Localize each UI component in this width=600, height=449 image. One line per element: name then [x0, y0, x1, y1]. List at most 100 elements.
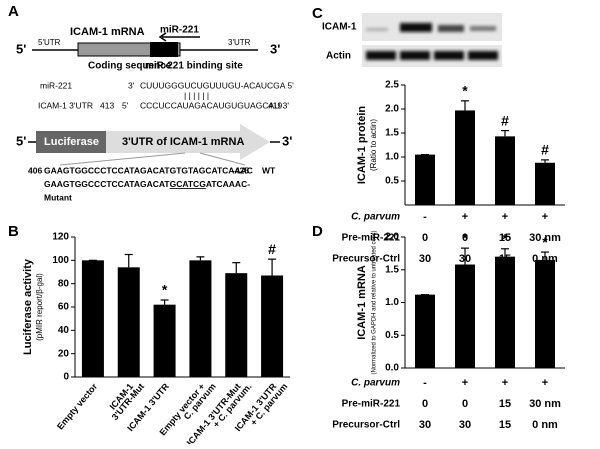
row-value: 15	[499, 398, 511, 410]
significance-marker: *	[162, 282, 168, 298]
seq-pos: -425	[232, 165, 249, 175]
row-value: -	[423, 377, 427, 389]
bar	[455, 264, 475, 368]
gene-diagram: ICAM-1 mRNA miR-221 5' 5'UTR 3'UTR 3' Co…	[16, 25, 294, 203]
significance-marker: #	[268, 241, 276, 257]
x-tick-label: Empty vector	[55, 381, 100, 431]
y-tick-label: 100	[52, 255, 69, 266]
panel-label: C	[312, 5, 323, 22]
bar	[153, 304, 176, 377]
band	[434, 51, 464, 60]
significance-marker: *	[462, 83, 468, 99]
row-value: 15	[499, 232, 511, 244]
bar	[415, 294, 435, 368]
y-tick-label: 0.5	[385, 330, 399, 341]
row-value: 0	[422, 398, 428, 410]
y-tick-label: 0	[63, 372, 69, 383]
row-label: C. parvum	[351, 378, 400, 389]
zoom-lines	[59, 152, 246, 166]
y-tick-label: 1.0	[385, 297, 399, 308]
wt-label: WT	[262, 165, 276, 175]
pair-pos: 419	[268, 100, 282, 110]
utr-label: 3'UTR	[228, 38, 251, 47]
mut-seq-part: GCATCG	[170, 179, 207, 189]
bar	[495, 256, 515, 368]
y-axis-sublabel: (Normalized to GAPDH and relative to unt…	[372, 230, 378, 374]
three-prime: 3'	[270, 41, 280, 56]
y-tick-label: 1.5	[385, 128, 399, 139]
bar	[455, 110, 475, 205]
panel-label: D	[312, 223, 323, 240]
mir-arrow	[158, 32, 200, 42]
y-axis-sublabel: (pMIR report/β-gal)	[35, 273, 44, 341]
y-tick-label: 1.0	[385, 152, 399, 163]
row-value: 30	[419, 419, 431, 431]
panel-label: B	[8, 223, 19, 240]
row-value: +	[462, 211, 468, 223]
bar	[535, 259, 555, 368]
binding-label: miR-221 binding site	[145, 61, 243, 72]
band	[438, 25, 464, 32]
bar	[261, 275, 284, 377]
pair-name: ICAM-1 3'UTR	[38, 100, 93, 110]
row-value: +	[462, 377, 468, 389]
western-blot: ICAM-1 Actin	[322, 13, 502, 67]
gene-label: ICAM-1 mRNA	[70, 26, 145, 38]
seq-pos: 406	[28, 165, 42, 175]
y-tick-label: 20	[58, 348, 70, 359]
bar	[81, 260, 104, 377]
y-axis-label: Luciferase activity	[22, 258, 34, 355]
y-tick-label: 0.0	[385, 363, 399, 374]
coding-label: Coding sequence	[88, 61, 172, 72]
y-axis-label: ICAM-1 protein	[356, 106, 368, 185]
band	[470, 26, 496, 31]
row-value: +	[502, 211, 508, 223]
mut-seq: GAAGTGGCCCTCCATAGACATGCATCGATCAAAC-	[44, 179, 250, 189]
row-value: -	[423, 211, 427, 223]
row-value: 0	[462, 232, 468, 244]
y-tick-label: 2.0	[385, 104, 399, 115]
y-tick-label: 40	[58, 325, 70, 336]
row-value: 15	[499, 419, 511, 431]
significance-marker: #	[541, 142, 549, 158]
mir-label: miR-221	[160, 25, 199, 36]
bar	[535, 162, 555, 205]
row-value: 30	[419, 253, 431, 265]
row-label: Precursor-Ctrl	[332, 254, 400, 265]
y-axis-label: ICAM-1 mRNA	[356, 265, 368, 340]
bar	[415, 154, 435, 205]
significance-marker: *	[542, 234, 548, 250]
utr-arrow	[106, 124, 270, 160]
luciferase-label: Luciferase	[44, 136, 99, 148]
y-tick-label: 0.5	[385, 176, 399, 187]
pair-seq: CCCUCCAUAGACAUGUGUAGCAU 3'	[140, 100, 289, 110]
y-tick-label: 2.5	[385, 80, 399, 91]
five-prime: 5'	[16, 41, 26, 56]
y-tick-label: 60	[58, 302, 70, 313]
band	[366, 51, 396, 60]
y-axis-sublabel: (Ratio to actin)	[369, 119, 378, 171]
utr-label: 5'UTR	[38, 38, 61, 47]
row-label: Precursor-Ctrl	[332, 420, 400, 431]
row-value: 0	[462, 398, 468, 410]
bar	[495, 136, 515, 205]
row-value: +	[542, 377, 548, 389]
row-value: +	[542, 211, 548, 223]
band	[366, 28, 388, 31]
wt-seq: GAAGTGGCCCTCCATAGACATGTGTAGCATCAAAC	[44, 165, 253, 175]
y-tick-label: 80	[58, 278, 70, 289]
construct-label: 3'UTR of ICAM-1 mRNA	[122, 136, 244, 148]
pair-seq: CUUUGGGUCUGUUUGU-ACAUCGA 5'	[140, 80, 294, 90]
five-prime: 5'	[16, 133, 26, 148]
blot-label: Actin	[326, 51, 351, 62]
row-value: 0 nm	[532, 419, 558, 431]
pair-name: miR-221	[40, 80, 72, 90]
pair-end: 3'	[128, 80, 135, 90]
y-tick-label: 2.0	[385, 232, 399, 243]
three-prime: 3'	[282, 133, 292, 148]
row-value: 0	[422, 232, 428, 244]
mut-seq-part: ATCAAAC-	[206, 179, 250, 189]
band	[400, 51, 430, 60]
row-label: C. parvum	[351, 212, 400, 223]
